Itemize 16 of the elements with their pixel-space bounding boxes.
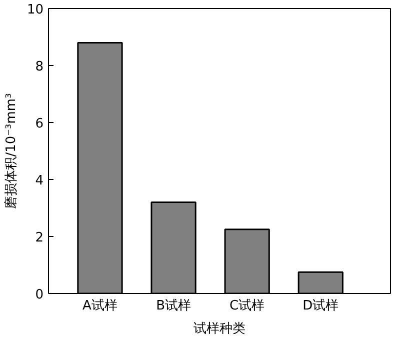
bar — [150, 202, 196, 294]
y-tick-label: 2 — [35, 230, 44, 246]
x-tick-label: D试样 — [302, 298, 339, 314]
x-axis-title: 试样种类 — [194, 322, 246, 336]
y-tick-label: 0 — [35, 288, 44, 302]
bar — [298, 271, 344, 294]
y-axis-title: 磨损体积/10⁻³mm³ — [4, 93, 19, 209]
y-tick-label: 10 — [26, 2, 44, 18]
bar — [77, 42, 123, 294]
x-tick-label: B试样 — [156, 298, 191, 314]
x-tick-label: C试样 — [230, 298, 265, 314]
bar — [224, 228, 270, 294]
x-tick-label: A试样 — [82, 298, 118, 314]
y-tick-label: 8 — [35, 60, 44, 74]
y-tick-label: 6 — [35, 116, 44, 132]
y-tick-label: 4 — [35, 174, 44, 188]
